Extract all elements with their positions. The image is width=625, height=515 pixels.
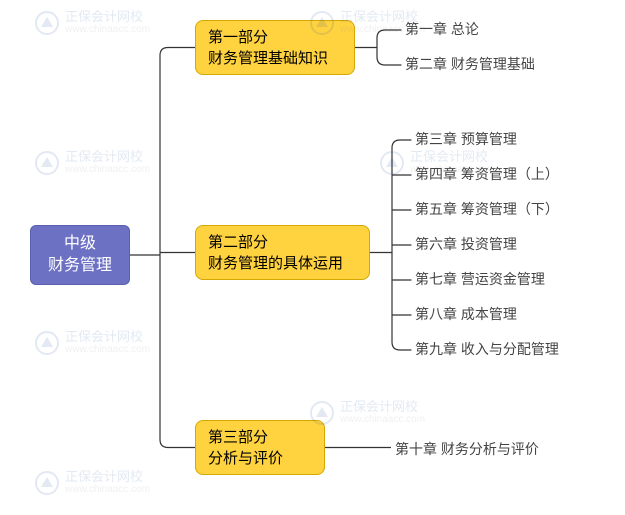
- leaf-node: 第七章 营运资金管理: [415, 270, 545, 290]
- watermark-text: 正保会计网校www.chinaacc.com: [65, 330, 150, 355]
- watermark-en: www.chinaacc.com: [65, 484, 150, 495]
- watermark: 正保会计网校www.chinaacc.com: [35, 150, 150, 175]
- watermark-text: 正保会计网校www.chinaacc.com: [65, 470, 150, 495]
- connector: [130, 48, 195, 448]
- connector: [370, 140, 411, 350]
- leaf-label: 第九章 收入与分配管理: [415, 340, 559, 360]
- leaf-label: 第五章 筹资管理（下）: [415, 200, 559, 220]
- leaf-node: 第六章 投资管理: [415, 235, 517, 255]
- watermark-text: 正保会计网校www.chinaacc.com: [340, 400, 425, 425]
- watermark-en: www.chinaacc.com: [65, 344, 150, 355]
- leaf-node: 第八章 成本管理: [415, 305, 517, 325]
- watermark-en: www.chinaacc.com: [65, 164, 150, 175]
- part-line2: 财务管理基础知识: [208, 48, 328, 69]
- leaf-label: 第四章 筹资管理（上）: [415, 165, 559, 185]
- leaf-label: 第十章 财务分析与评价: [395, 440, 539, 460]
- root-line1: 中级: [64, 233, 96, 255]
- part-line1: 第二部分: [208, 232, 268, 253]
- watermark: 正保会计网校www.chinaacc.com: [310, 400, 425, 425]
- watermark-text: 正保会计网校www.chinaacc.com: [65, 10, 150, 35]
- watermark-logo-icon: [35, 151, 59, 175]
- watermark: 正保会计网校www.chinaacc.com: [35, 470, 150, 495]
- leaf-label: 第七章 营运资金管理: [415, 270, 545, 290]
- watermark-cn: 正保会计网校: [65, 470, 150, 484]
- leaf-label: 第八章 成本管理: [415, 305, 517, 325]
- root-node: 中级财务管理: [30, 225, 130, 285]
- watermark-cn: 正保会计网校: [65, 10, 150, 24]
- part-line1: 第一部分: [208, 27, 268, 48]
- part-line2: 分析与评价: [208, 448, 283, 469]
- part-node: 第三部分分析与评价: [195, 420, 325, 475]
- leaf-label: 第二章 财务管理基础: [405, 55, 535, 75]
- watermark-en: www.chinaacc.com: [340, 414, 425, 425]
- part-node: 第一部分财务管理基础知识: [195, 20, 355, 75]
- watermark: 正保会计网校www.chinaacc.com: [35, 10, 150, 35]
- watermark-cn: 正保会计网校: [65, 330, 150, 344]
- leaf-node: 第三章 预算管理: [415, 130, 517, 150]
- watermark-cn: 正保会计网校: [410, 150, 495, 164]
- leaf-label: 第三章 预算管理: [415, 130, 517, 150]
- watermark-logo-icon: [35, 331, 59, 355]
- watermark-logo-icon: [35, 11, 59, 35]
- part-node: 第二部分财务管理的具体运用: [195, 225, 370, 280]
- watermark-logo-icon: [35, 471, 59, 495]
- watermark-en: www.chinaacc.com: [65, 24, 150, 35]
- leaf-label: 第一章 总论: [405, 20, 479, 40]
- watermark: 正保会计网校www.chinaacc.com: [35, 330, 150, 355]
- leaf-node: 第五章 筹资管理（下）: [415, 200, 559, 220]
- watermark-logo-icon: [380, 151, 404, 175]
- root-line2: 财务管理: [48, 255, 112, 277]
- connector: [355, 30, 401, 65]
- leaf-node: 第九章 收入与分配管理: [415, 340, 559, 360]
- leaf-node: 第四章 筹资管理（上）: [415, 165, 559, 185]
- part-line1: 第三部分: [208, 427, 268, 448]
- part-line2: 财务管理的具体运用: [208, 253, 343, 274]
- leaf-label: 第六章 投资管理: [415, 235, 517, 255]
- watermark-cn: 正保会计网校: [65, 150, 150, 164]
- watermark-cn: 正保会计网校: [340, 400, 425, 414]
- leaf-node: 第十章 财务分析与评价: [395, 440, 539, 460]
- leaf-node: 第二章 财务管理基础: [405, 55, 535, 75]
- leaf-node: 第一章 总论: [405, 20, 479, 40]
- watermark-text: 正保会计网校www.chinaacc.com: [65, 150, 150, 175]
